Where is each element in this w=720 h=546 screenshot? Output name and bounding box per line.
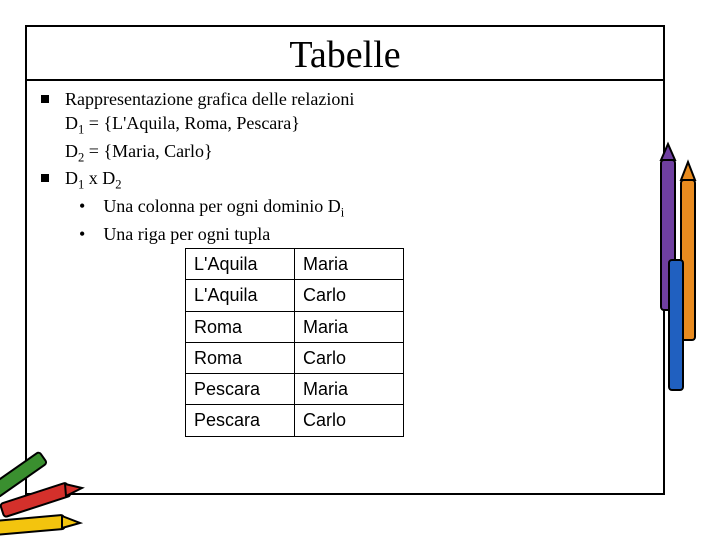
d1-post: = {L'Aquila, Roma, Pescara} xyxy=(84,113,300,133)
table-row: PescaraMaria xyxy=(186,374,404,405)
bullet-1-body: Rappresentazione grafica delle relazioni… xyxy=(65,87,649,166)
b2-mid: x D xyxy=(84,168,115,188)
d1-prefix: D xyxy=(65,113,78,133)
cartesian-product-table: L'AquilaMaria L'AquilaCarlo RomaMaria Ro… xyxy=(185,248,404,437)
d2-line: D2 = {Maria, Carlo} xyxy=(65,139,649,167)
crayon-vertical-icon xyxy=(655,140,715,400)
d2-post: = {Maria, Carlo} xyxy=(84,141,212,161)
table-row: RomaMaria xyxy=(186,311,404,342)
bullet-1: Rappresentazione grafica delle relazioni… xyxy=(41,87,649,166)
table-cell: Maria xyxy=(295,311,404,342)
dot-bullet-icon: • xyxy=(79,194,85,218)
slide-frame: Tabelle Rappresentazione grafica delle r… xyxy=(25,25,665,495)
crayon-cluster-icon xyxy=(0,426,110,546)
table-cell: Maria xyxy=(295,374,404,405)
square-bullet-icon xyxy=(41,95,49,103)
sub1-sub: i xyxy=(341,206,345,220)
slide-content: Rappresentazione grafica delle relazioni… xyxy=(27,81,663,447)
sub-bullet-2: • Una riga per ogni tupla xyxy=(79,222,649,246)
table-cell: Carlo xyxy=(295,405,404,436)
sub1-pre: Una colonna per ogni dominio D xyxy=(103,196,340,216)
table-row: PescaraCarlo xyxy=(186,405,404,436)
sub-bullet-1: • Una colonna per ogni dominio Di xyxy=(79,194,649,222)
d1-line: D1 = {L'Aquila, Roma, Pescara} xyxy=(65,111,649,139)
sub-bullet-1-text: Una colonna per ogni dominio Di xyxy=(103,194,344,222)
table-cell: Maria xyxy=(295,248,404,279)
table-row: L'AquilaMaria xyxy=(186,248,404,279)
table-cell: Carlo xyxy=(295,342,404,373)
table-cell: L'Aquila xyxy=(186,280,295,311)
table-row: RomaCarlo xyxy=(186,342,404,373)
bullet-2-text: D1 x D2 xyxy=(65,166,649,194)
bullet-2: D1 x D2 • Una colonna per ogni dominio D… xyxy=(41,166,649,436)
sub-bullet-2-text: Una riga per ogni tupla xyxy=(103,222,270,246)
d2-prefix: D xyxy=(65,141,78,161)
table-cell: Pescara xyxy=(186,374,295,405)
b2-pre1: D xyxy=(65,168,78,188)
b2-sub2: 2 xyxy=(115,178,121,192)
bullet-1-text: Rappresentazione grafica delle relazioni xyxy=(65,87,649,111)
table-cell: Roma xyxy=(186,311,295,342)
bullet-2-body: D1 x D2 • Una colonna per ogni dominio D… xyxy=(65,166,649,436)
slide-title: Tabelle xyxy=(27,27,663,81)
table-cell: Roma xyxy=(186,342,295,373)
table-row: L'AquilaCarlo xyxy=(186,280,404,311)
dot-bullet-icon: • xyxy=(79,222,85,246)
square-bullet-icon xyxy=(41,174,49,182)
table-cell: Pescara xyxy=(186,405,295,436)
table-cell: Carlo xyxy=(295,280,404,311)
table-cell: L'Aquila xyxy=(186,248,295,279)
